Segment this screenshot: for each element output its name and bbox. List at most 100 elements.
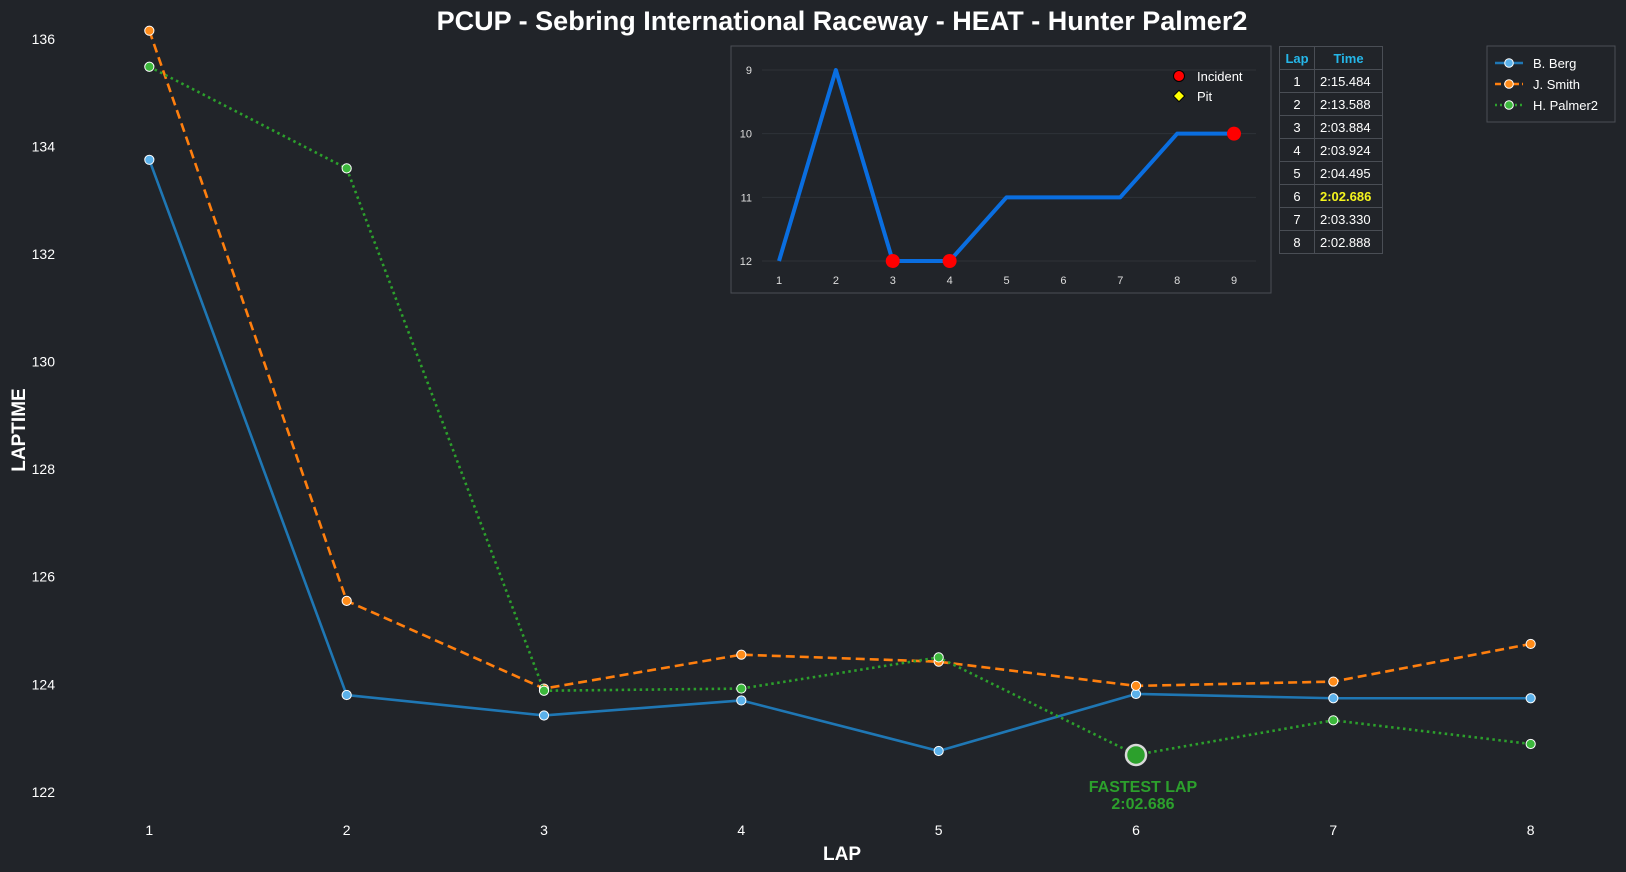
y-axis-title: LAPTIME: [9, 388, 30, 471]
inset-x-tick-label: 1: [776, 275, 782, 287]
lap-table-row: 4 2:03.924: [1279, 138, 1383, 162]
lap-table-header-row: Lap Time: [1279, 46, 1383, 70]
data-point-j-smith: [1525, 638, 1536, 650]
y-tick-label: 122: [32, 784, 56, 800]
main-legend: B. Berg J. Smith H. Palmer2: [1486, 45, 1616, 123]
lap-time: 2:15.484: [1314, 69, 1383, 93]
data-point-b-berg: [538, 710, 550, 721]
lap-time: 2:03.924: [1314, 138, 1383, 162]
inset-x-tick-label: 8: [1174, 275, 1180, 287]
series-line-b-berg: [148, 159, 1531, 753]
lap-time: 2:03.884: [1314, 115, 1383, 139]
data-point-b-berg: [144, 154, 155, 165]
y-tick-label: 124: [32, 676, 56, 692]
lap-number: 2: [1279, 92, 1315, 116]
legend-marker-h-palmer2: [1504, 100, 1514, 110]
lap-time: 2:04.495: [1314, 161, 1383, 185]
x-tick-label: 2: [343, 822, 351, 838]
x-tick-label: 5: [935, 822, 943, 838]
lap-time-table: Lap Time 1 2:15.484 2 2:13.588 3 2:03.884 4…: [1279, 46, 1383, 254]
inset-frame: [730, 45, 1272, 294]
inset-x-tick-label: 6: [1060, 275, 1066, 287]
y-tick-label: 126: [32, 569, 56, 585]
lap-number: 5: [1279, 161, 1315, 185]
lap-number: 8: [1279, 230, 1315, 254]
lap-time: 2:13.588: [1314, 92, 1383, 116]
data-point-h-palmer2: [1525, 738, 1536, 750]
lap-table-row: 3 2:03.884: [1279, 115, 1383, 139]
lap-number: 3: [1279, 115, 1315, 139]
data-point-h-palmer2: [933, 652, 944, 663]
legend-label-b-berg: B. Berg: [1533, 56, 1576, 71]
lap-table-row: 8 2:02.888: [1279, 230, 1383, 254]
legend-marker-b-berg: [1504, 58, 1514, 68]
time-column-header: Time: [1314, 46, 1383, 70]
chart-title: PCUP - Sebring International Raceway - H…: [437, 6, 1248, 36]
inset-x-tick-label: 9: [1231, 275, 1237, 287]
incident-marker: [942, 254, 957, 268]
data-point-h-palmer2: [341, 163, 352, 174]
data-point-j-smith: [341, 595, 352, 606]
data-point-h-palmer2: [736, 683, 747, 694]
y-tick-label: 128: [32, 461, 56, 477]
lap-number: 1: [1279, 69, 1315, 93]
y-tick-label: 136: [32, 31, 56, 47]
data-point-b-berg: [736, 695, 747, 706]
inset-y-tick-label: 9: [746, 65, 752, 77]
y-tick-label: 130: [32, 354, 56, 370]
inset-x-tick-label: 4: [947, 275, 953, 287]
fastest-lap-time: 2:02.686: [1111, 796, 1174, 813]
data-point-h-palmer2: [538, 685, 550, 696]
inset-position-line: [777, 68, 1234, 263]
x-tick-label: 1: [145, 822, 153, 838]
incident-marker: [1227, 126, 1241, 141]
main-series-group: [144, 25, 1536, 760]
data-point-j-smith: [1130, 680, 1142, 691]
inset-position-series: [777, 68, 1241, 268]
legend-marker-j-smith: [1504, 79, 1514, 89]
x-tick-label: 6: [1132, 822, 1140, 838]
x-axis-title: LAP: [823, 844, 861, 865]
x-tick-label: 4: [737, 822, 745, 838]
incident-legend-marker: [1173, 70, 1185, 82]
lap-number: 4: [1279, 138, 1315, 162]
inset-y-tick-label: 11: [741, 192, 752, 204]
lap-time: 2:02.686: [1314, 184, 1383, 208]
x-tick-label: 7: [1329, 822, 1337, 838]
inset-legend: Incident Pit: [1172, 69, 1243, 104]
legend-label-h-palmer2: H. Palmer2: [1533, 98, 1598, 113]
inset-x-tick-label: 3: [890, 275, 896, 287]
x-tick-label: 8: [1527, 822, 1535, 838]
lap-table-row: 5 2:04.495: [1279, 161, 1383, 185]
incident-legend-label: Incident: [1197, 69, 1243, 84]
y-tick-label: 134: [32, 138, 56, 154]
lap-table-row: 7 2:03.330: [1279, 207, 1383, 231]
data-point-j-smith: [144, 25, 155, 36]
inset-x-tick-label: 5: [1003, 275, 1009, 287]
fastest-lap-annotation: FASTEST LAP 2:02.686: [1089, 743, 1198, 813]
inset-y-tick-label: 10: [740, 129, 752, 141]
fastest-lap-marker: [1124, 743, 1148, 767]
lap-number: 7: [1279, 207, 1315, 231]
data-point-b-berg: [1525, 693, 1536, 704]
lap-table-row: 1 2:15.484: [1279, 69, 1383, 93]
incident-marker: [885, 254, 900, 268]
inset-x-tick-label: 7: [1117, 275, 1123, 287]
data-point-h-palmer2: [144, 61, 155, 72]
data-point-b-berg: [933, 745, 944, 757]
y-tick-label: 132: [32, 246, 56, 262]
lap-time: 2:03.330: [1314, 207, 1383, 231]
lap-table-row: 6 2:02.686: [1279, 184, 1383, 208]
data-point-j-smith: [1328, 676, 1339, 687]
data-point-b-berg: [341, 689, 352, 701]
data-point-b-berg: [1328, 693, 1339, 704]
data-point-h-palmer2: [1328, 715, 1339, 726]
lap-time: 2:02.888: [1314, 230, 1383, 254]
inset-x-tick-label: 2: [833, 275, 839, 287]
x-tick-label: 3: [540, 822, 548, 838]
lap-number: 6: [1279, 184, 1315, 208]
fastest-lap-label: FASTEST LAP: [1089, 779, 1198, 796]
